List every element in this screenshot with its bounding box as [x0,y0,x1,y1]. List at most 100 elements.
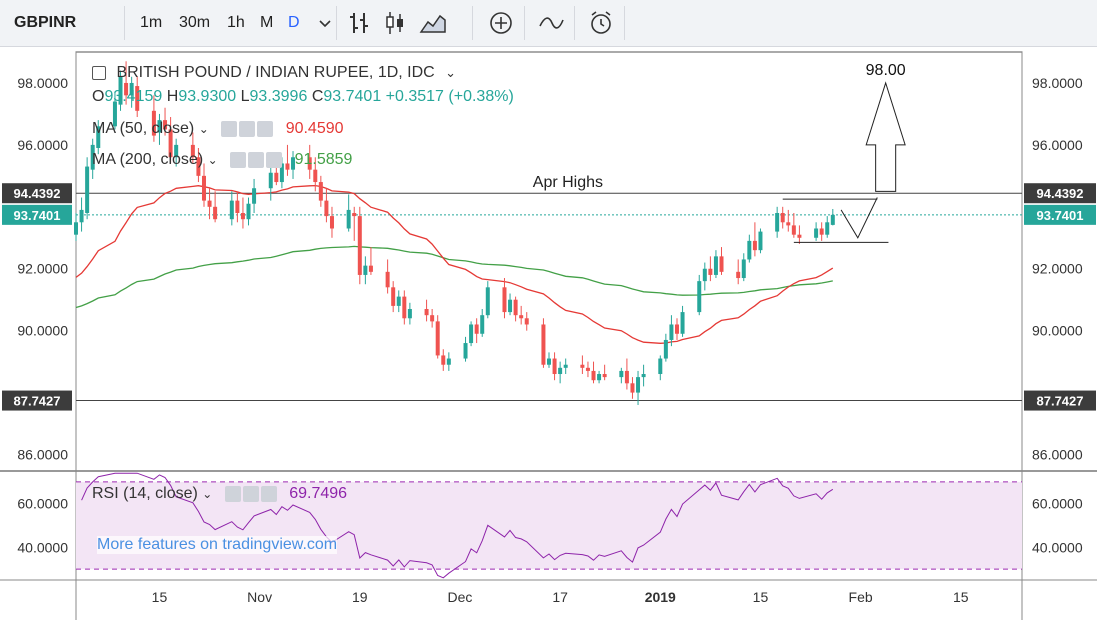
symbol-search[interactable]: GBPINR [14,14,77,31]
candle [752,222,757,257]
candle-body [268,172,273,189]
close-icon[interactable] [266,151,283,168]
candle-body [469,324,474,344]
interval-30m[interactable]: 30m [179,14,211,31]
interval-1h[interactable]: 1h [227,14,245,31]
gear-icon[interactable] [248,151,265,168]
level-label-right: 87.7427 [1037,394,1084,409]
candle [307,144,312,179]
close-icon[interactable] [260,485,277,502]
candle [163,107,168,136]
candle [318,175,323,207]
candle [96,120,101,155]
alert-icon[interactable] [586,8,616,38]
candle-body [213,206,218,220]
candle-body [368,265,373,272]
ohlc-high-label: H [166,88,179,105]
candle-body [168,129,173,158]
candle [636,370,641,405]
candle [524,312,529,331]
candle [674,318,679,340]
compare-icon[interactable] [536,8,566,38]
toolbar-divider [524,6,525,40]
candle-body [474,324,479,334]
candle-body [708,268,713,275]
candle-body [229,200,234,220]
eye-icon[interactable] [221,120,238,137]
level-badge-left [2,390,72,411]
candle-body [524,318,529,325]
toolbar-divider [574,6,575,40]
candle [630,377,635,399]
eye-icon[interactable] [230,151,247,168]
candle [368,247,373,275]
chevron-down-icon[interactable]: ⌄ [202,487,213,502]
candle [430,308,435,328]
candle-body [563,364,568,368]
candle-body [624,370,629,384]
area-style-icon[interactable] [418,8,448,38]
candle [747,234,752,263]
candle [758,228,763,254]
time-tick-label: 15 [152,589,168,605]
ma200-label[interactable]: MA (200, close) [92,151,204,169]
candle [285,144,290,176]
candle [441,349,446,371]
candle [174,138,179,167]
chevron-down-icon[interactable]: ⌄ [198,122,209,137]
candle-body [585,367,590,371]
ma200-value: 91.5859 [294,151,353,169]
candle-body [713,256,718,275]
candle [235,191,240,223]
rsi-tick-label-right: 60.0000 [1032,496,1083,512]
add-indicator-icon[interactable] [486,8,516,38]
candle-body [513,299,518,316]
chevron-down-icon[interactable] [310,8,340,38]
ma50-value: 90.4590 [285,120,344,138]
chevron-down-icon[interactable]: ⌄ [207,153,218,168]
candle-body [430,315,435,322]
candle-body [190,144,195,158]
chevron-down-icon[interactable]: ⌄ [445,65,457,80]
candle-body [674,324,679,334]
interval-1m[interactable]: 1m [140,14,163,31]
candle [168,117,173,164]
ma50-label[interactable]: MA (50, close) [92,120,195,138]
bar-style-icon[interactable] [344,8,374,38]
candle-body [702,268,707,282]
ma200-line [75,245,833,309]
rsi-label[interactable]: RSI (14, close) [92,485,198,503]
ma50-line [75,184,834,344]
candle [597,370,602,384]
gear-icon[interactable] [242,485,259,502]
watermark-link[interactable]: More features on tradingview.com [97,536,338,554]
candle-body [118,76,123,105]
price-tick-label-left: 90.0000 [17,323,68,339]
candle [129,76,134,108]
time-tick-label: Feb [849,589,873,605]
candle [624,358,629,390]
candle-body [591,370,596,381]
close-icon[interactable] [257,120,274,137]
candle-body [825,222,830,235]
ohlc-open: 93.4159 [104,88,163,105]
ma50-controls[interactable] [221,120,275,138]
candle [791,213,796,238]
ma200-controls[interactable] [230,151,284,169]
candle-body [775,213,780,232]
candle [396,290,401,313]
interval-m[interactable]: M [260,14,274,31]
eye-icon[interactable] [224,485,241,502]
candle [346,194,351,232]
candle [658,355,663,381]
candle-body [552,358,557,375]
rsi-controls[interactable] [224,485,279,503]
time-tick-label: 15 [753,589,769,605]
gear-icon[interactable] [239,120,256,137]
candle-body [680,312,685,334]
candle-style-icon[interactable] [380,8,410,38]
interval-d[interactable]: D [288,14,300,31]
toolbar-divider [124,6,125,40]
candle-body [547,358,551,365]
candle [246,197,251,226]
